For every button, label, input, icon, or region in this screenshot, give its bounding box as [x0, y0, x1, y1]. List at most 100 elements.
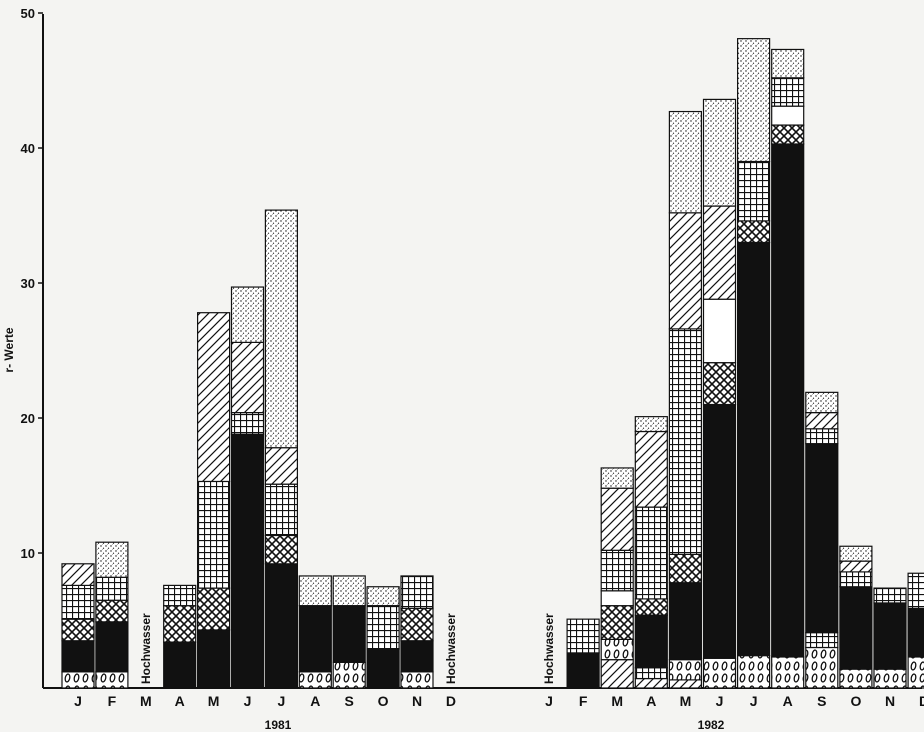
hochwasser-note: Hochwasser — [444, 613, 458, 684]
bar-segment-crosshatch-x — [265, 535, 297, 563]
bar-segment-egg-pattern — [96, 672, 128, 688]
y-tick-label: 30 — [21, 276, 35, 291]
bar-segment-diagonal-hatch — [601, 488, 633, 550]
bar-segment-crosshatch-x — [635, 599, 667, 615]
month-label: M — [611, 693, 623, 709]
bar-segment-egg-pattern — [772, 657, 804, 688]
bar-segment-grid-squares — [635, 668, 667, 679]
month-label: A — [310, 693, 320, 709]
bar-segment-grid-squares — [874, 588, 906, 603]
bar-segment-egg-pattern — [806, 648, 838, 689]
bar-segment-solid-black — [299, 606, 331, 672]
bar-segment-stipple-dots — [772, 49, 804, 77]
bar-segment-stipple-dots — [333, 576, 365, 606]
y-tick-label: 20 — [21, 411, 35, 426]
bar-segment-stipple-dots — [601, 468, 633, 488]
bar-segment-crosshatch-x — [198, 588, 230, 630]
bar-segment-grid-squares — [669, 329, 701, 554]
bar-segment-solid-black — [567, 653, 599, 688]
bar-segment-blank-white — [704, 299, 736, 362]
bar-segment-grid-squares — [772, 78, 804, 106]
bar-segment-diagonal-hatch — [635, 432, 667, 508]
bar-segment-grid-squares — [635, 507, 667, 599]
bar-segment-solid-black — [265, 564, 297, 688]
bar-segment-grid-squares — [840, 572, 872, 587]
month-label: D — [919, 693, 924, 709]
month-label: D — [446, 693, 456, 709]
bar-segment-blank-white — [601, 591, 633, 606]
bar-segment-stipple-dots — [635, 417, 667, 432]
bar-segment-solid-black — [840, 587, 872, 669]
month-label: F — [108, 693, 117, 709]
bar-segment-egg-pattern — [840, 669, 872, 688]
bar-segment-grid-squares — [367, 606, 399, 649]
bar-segment-stipple-dots — [96, 542, 128, 577]
bar-segment-grid-squares — [265, 484, 297, 535]
hochwasser-note: Hochwasser — [542, 613, 556, 684]
bar-segment-diagonal-hatch — [635, 679, 667, 688]
bar-segment-grid-squares — [232, 413, 264, 435]
bar-segment-egg-pattern — [601, 639, 633, 659]
bar-segment-diagonal-hatch — [601, 660, 633, 688]
bar-segment-solid-black — [232, 434, 264, 688]
bar-segment-crosshatch-x — [62, 619, 94, 641]
bar-segment-egg-pattern — [62, 672, 94, 688]
month-label: M — [140, 693, 152, 709]
bar-segment-solid-black — [704, 405, 736, 659]
month-label: A — [646, 693, 656, 709]
bar-segment-solid-black — [772, 144, 804, 657]
bar-segment-egg-pattern — [669, 660, 701, 680]
bar-segment-solid-black — [874, 603, 906, 669]
month-label: A — [783, 693, 793, 709]
bar-segment-grid-squares — [401, 576, 433, 608]
bar-segment-solid-black — [908, 608, 924, 657]
bar-segment-crosshatch-x — [704, 363, 736, 405]
bars-layer — [62, 39, 924, 688]
bar-segment-solid-black — [198, 630, 230, 688]
bar-segment-diagonal-hatch — [704, 206, 736, 299]
bar-segment-grid-squares — [738, 162, 770, 221]
bar-segment-grid-squares — [164, 585, 196, 605]
bar-segment-solid-black — [164, 642, 196, 688]
bar-segment-solid-black — [401, 641, 433, 672]
bar-segment-grid-squares — [62, 585, 94, 619]
bar-segment-grid-squares — [567, 619, 599, 653]
y-axis-label: r- Werte — [2, 327, 16, 372]
bar-segment-stipple-dots — [367, 587, 399, 606]
bar-segment-diagonal-hatch — [198, 313, 230, 482]
bar-segment-crosshatch-x — [772, 125, 804, 144]
hochwasser-note: Hochwasser — [139, 613, 153, 684]
bar-segment-diagonal-hatch — [669, 213, 701, 329]
bar-segment-solid-black — [62, 641, 94, 672]
y-tick-label: 50 — [21, 6, 35, 21]
y-tick-label: 10 — [21, 546, 35, 561]
bar-segment-stipple-dots — [299, 576, 331, 606]
bar-segment-grid-squares — [806, 633, 838, 648]
bar-segment-stipple-dots — [232, 287, 264, 342]
bar-segment-grid-squares — [806, 429, 838, 444]
month-label: S — [817, 693, 826, 709]
bar-segment-egg-pattern — [333, 662, 365, 688]
bar-segment-solid-black — [806, 444, 838, 633]
y-ticks-layer: 10 20 30 40 50 — [21, 6, 43, 561]
bar-segment-diagonal-hatch — [62, 564, 94, 586]
month-label: J — [74, 693, 82, 709]
month-label: O — [850, 693, 861, 709]
bar-segment-grid-squares — [96, 577, 128, 600]
bar-segment-grid-squares — [908, 573, 924, 608]
bar-segment-diagonal-hatch — [265, 448, 297, 484]
bar-segment-solid-black — [333, 606, 365, 663]
bar-segment-stipple-dots — [840, 546, 872, 561]
bar-segment-crosshatch-x — [601, 606, 633, 640]
bar-segment-grid-squares — [198, 481, 230, 588]
bar-segment-egg-pattern — [874, 669, 906, 688]
bar-segment-blank-white — [772, 106, 804, 125]
bar-segment-diagonal-hatch — [232, 342, 264, 412]
bar-segment-egg-pattern — [401, 672, 433, 688]
bar-segment-diagonal-hatch — [806, 413, 838, 429]
month-label: N — [885, 693, 895, 709]
bar-segment-solid-black — [635, 615, 667, 668]
bar-segment-stipple-dots — [265, 210, 297, 448]
y-tick-label: 40 — [21, 141, 35, 156]
